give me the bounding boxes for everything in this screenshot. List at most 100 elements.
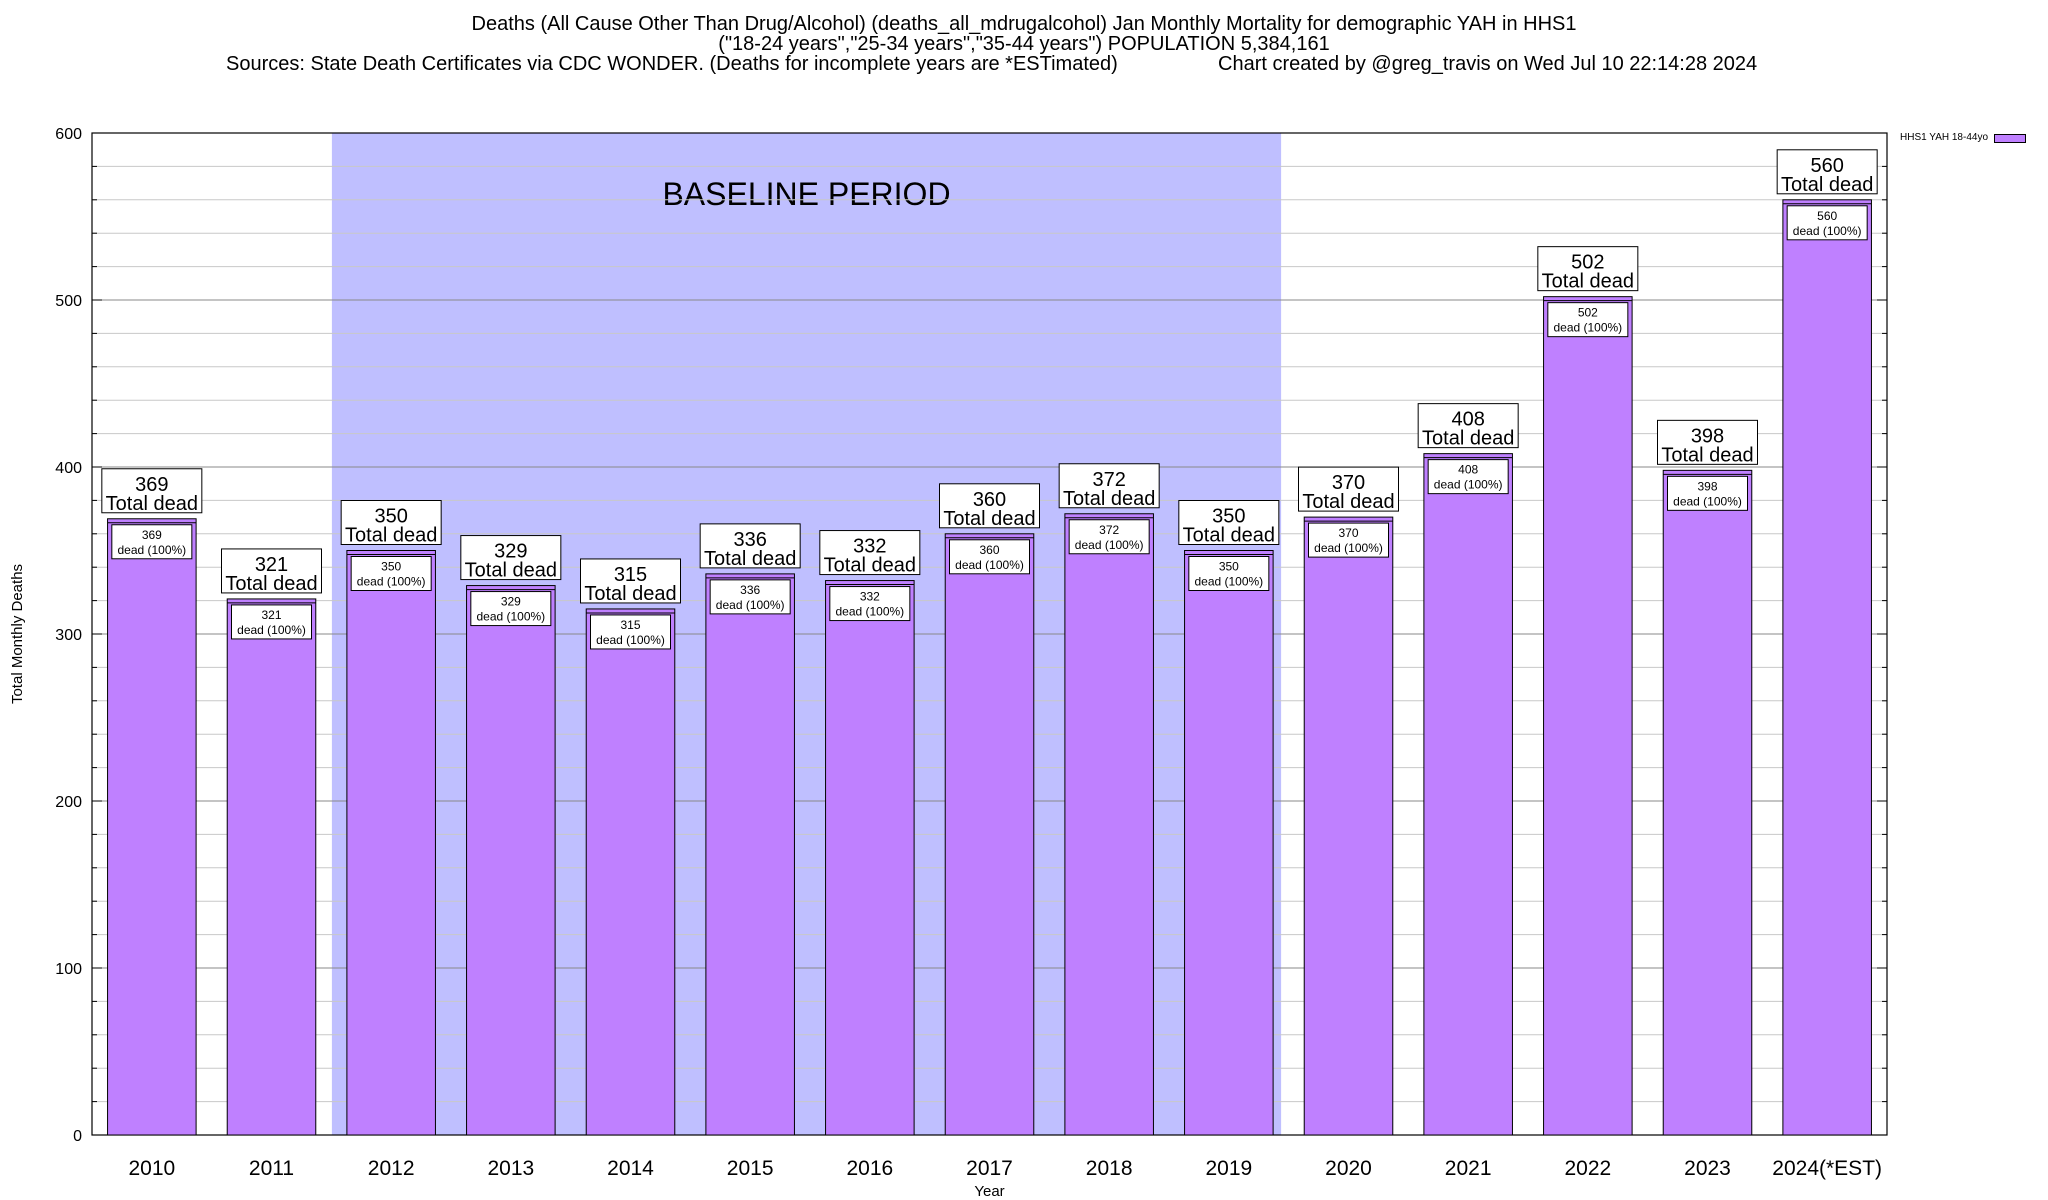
bar — [1184, 550, 1274, 1136]
total-label-box — [1298, 466, 1399, 512]
total-value-label: 350 — [1212, 506, 1245, 528]
bar — [107, 518, 197, 1136]
x-tick-label: 2021 — [1445, 1157, 1492, 1180]
total-value-label: 370 — [1332, 472, 1365, 494]
inner-percent-label: dead (100%) — [1553, 321, 1622, 335]
inner-value-label: 350 — [381, 560, 401, 574]
total-label-box — [580, 558, 681, 604]
baseline-label: BASELINE PERIOD — [662, 176, 950, 212]
total-value-label: 408 — [1451, 409, 1484, 431]
x-tick-label: 2023 — [1684, 1157, 1731, 1180]
y-tick-label: 0 — [73, 1128, 82, 1145]
x-tick-label: 2014 — [607, 1157, 654, 1180]
inner-label-box — [470, 591, 552, 627]
inner-percent-label: dead (100%) — [117, 543, 186, 557]
x-tick-label: 2019 — [1205, 1157, 1252, 1180]
inner-percent-label: dead (100%) — [716, 598, 785, 612]
inner-percent-label: dead (100%) — [357, 575, 426, 589]
inner-value-label: 336 — [740, 583, 760, 597]
y-tick-label: 400 — [55, 460, 82, 477]
inner-label-box — [1427, 459, 1509, 495]
inner-value-label: 329 — [501, 595, 521, 609]
total-text-label: Total dead — [1781, 174, 1873, 196]
y-tick-label: 200 — [55, 794, 82, 811]
inner-value-label: 321 — [261, 608, 281, 622]
inner-label-box — [1308, 522, 1389, 558]
legend-swatch — [1994, 133, 2027, 143]
total-text-label: Total dead — [1661, 444, 1753, 466]
total-label-box — [1417, 403, 1519, 449]
inner-label-box — [1786, 205, 1868, 241]
bar — [1423, 453, 1513, 1136]
x-tick-label: 2022 — [1564, 1157, 1611, 1180]
inner-percent-label: dead (100%) — [955, 558, 1024, 572]
y-tick-label: 500 — [55, 293, 82, 310]
total-value-label: 329 — [494, 541, 527, 563]
x-tick-label: 2016 — [846, 1157, 893, 1180]
inner-percent-label: dead (100%) — [1793, 224, 1862, 238]
total-label-box — [221, 548, 322, 594]
total-text-label: Total dead — [225, 573, 317, 595]
chart-credit: Chart created by @greg_travis on Wed Jul… — [1218, 53, 1758, 75]
x-tick-label: 2012 — [368, 1157, 415, 1180]
total-value-label: 369 — [135, 474, 168, 496]
inner-value-label: 315 — [620, 618, 640, 632]
total-text-label: Total dead — [1302, 491, 1394, 513]
total-text-label: Total dead — [345, 525, 437, 547]
x-tick-label: 2010 — [128, 1157, 175, 1180]
inner-value-label: 369 — [142, 528, 162, 542]
bar — [466, 585, 556, 1136]
total-value-label: 560 — [1810, 155, 1843, 177]
x-tick-label: 2020 — [1325, 1157, 1372, 1180]
inner-value-label: 350 — [1219, 560, 1239, 574]
total-value-label: 360 — [973, 489, 1006, 511]
inner-percent-label: dead (100%) — [1314, 541, 1383, 555]
total-value-label: 321 — [255, 554, 288, 576]
chart-title: Deaths (All Cause Other Than Drug/Alcoho… — [471, 13, 1577, 35]
total-label-box — [1178, 500, 1280, 545]
total-value-label: 350 — [374, 506, 407, 528]
total-text-label: Total dead — [943, 508, 1035, 530]
y-tick-label: 300 — [55, 627, 82, 644]
total-text-label: Total dead — [704, 548, 796, 570]
inner-value-label: 560 — [1817, 209, 1837, 223]
y-tick-label: 600 — [55, 126, 82, 143]
total-value-label: 332 — [853, 536, 886, 558]
bar — [944, 533, 1035, 1136]
total-value-label: 372 — [1092, 469, 1125, 491]
inner-value-label: 398 — [1697, 479, 1717, 493]
chart-sources: Sources: State Death Certificates via CD… — [226, 53, 1118, 75]
total-text-label: Total dead — [106, 493, 198, 515]
chart-subtitle: ("18-24 years","25-34 years","35-44 year… — [718, 33, 1330, 55]
inner-label-box — [1188, 556, 1270, 591]
inner-label-box — [231, 604, 312, 640]
inner-label-box — [350, 556, 432, 591]
inner-percent-label: dead (100%) — [1434, 478, 1503, 492]
x-tick-label: 2015 — [727, 1157, 774, 1180]
total-label-box — [1058, 463, 1160, 509]
total-label-box — [1657, 419, 1758, 465]
bar — [825, 580, 915, 1136]
bar — [1543, 296, 1633, 1136]
total-label-box — [699, 523, 801, 569]
inner-value-label: 370 — [1338, 526, 1358, 540]
inner-label-box — [1547, 302, 1629, 338]
total-value-label: 336 — [733, 529, 766, 551]
inner-percent-label: dead (100%) — [596, 633, 665, 647]
x-tick-label: 2017 — [966, 1157, 1013, 1180]
total-label-box — [1776, 149, 1878, 195]
total-label-box — [340, 500, 442, 545]
bar — [346, 550, 436, 1136]
legend-label: HHS1 YAH 18-44yo — [1900, 132, 1989, 143]
x-tick-label: 2013 — [487, 1157, 534, 1180]
inner-label-box — [1068, 519, 1150, 555]
inner-value-label: 332 — [860, 590, 880, 604]
bar — [1782, 199, 1872, 1136]
inner-label-box — [949, 539, 1030, 575]
inner-percent-label: dead (100%) — [237, 623, 306, 637]
x-tick-label: 2018 — [1086, 1157, 1133, 1180]
total-label-box — [460, 535, 562, 581]
bar — [1303, 516, 1394, 1136]
total-value-label: 315 — [614, 564, 647, 586]
